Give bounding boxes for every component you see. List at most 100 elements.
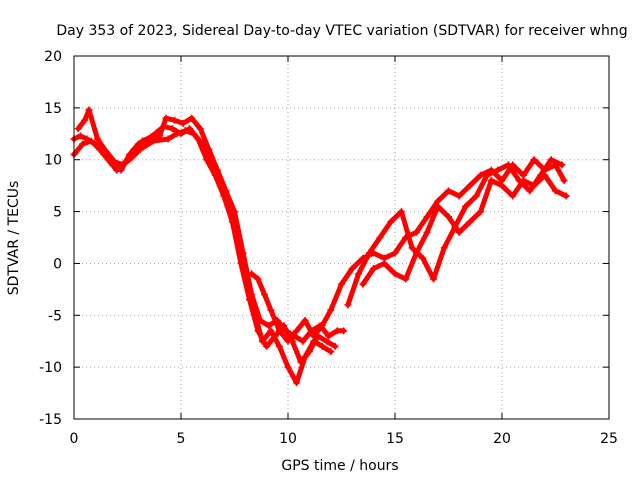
data-point xyxy=(327,348,335,356)
data-point xyxy=(275,327,283,335)
data-point xyxy=(280,322,288,330)
data-point xyxy=(275,342,283,350)
data-point xyxy=(171,116,179,124)
data-point xyxy=(519,176,527,184)
data-point xyxy=(333,327,341,335)
series-trace xyxy=(360,172,569,287)
data-point xyxy=(380,259,388,267)
data-point xyxy=(558,161,566,169)
data-point xyxy=(455,192,463,200)
data-point xyxy=(412,228,420,236)
x-tick-label: 0 xyxy=(70,431,79,447)
series-trace xyxy=(75,107,334,386)
data-point xyxy=(348,265,356,273)
data-point xyxy=(466,218,474,226)
data-point xyxy=(477,208,485,216)
data-point xyxy=(440,244,448,252)
data-point xyxy=(81,116,89,124)
data-point xyxy=(530,182,538,190)
y-tick-label: -15 xyxy=(39,412,62,428)
data-point xyxy=(130,145,138,153)
data-point xyxy=(541,171,549,179)
data-point xyxy=(509,192,517,200)
data-point xyxy=(254,275,262,283)
data-point xyxy=(216,179,224,187)
data-point xyxy=(196,125,204,133)
data-point xyxy=(293,327,301,335)
data-point xyxy=(365,249,373,257)
data-point xyxy=(74,125,82,133)
data-point xyxy=(299,337,307,345)
x-axis-label: GPS time / hours xyxy=(281,458,398,474)
data-point xyxy=(344,301,352,309)
data-point xyxy=(318,322,326,330)
data-point xyxy=(562,192,570,200)
y-tick-label: 10 xyxy=(44,153,62,169)
data-point xyxy=(423,228,431,236)
data-point xyxy=(111,158,119,166)
data-point xyxy=(310,332,318,340)
y-tick-label: 5 xyxy=(53,205,62,221)
data-point xyxy=(164,135,172,143)
data-point xyxy=(173,130,181,138)
data-point xyxy=(284,363,292,371)
data-point xyxy=(231,208,238,216)
data-point xyxy=(207,161,215,169)
data-point xyxy=(179,119,187,127)
data-layer xyxy=(70,106,570,387)
data-point xyxy=(198,140,206,148)
data-point xyxy=(359,280,367,288)
data-point xyxy=(376,234,384,241)
data-point xyxy=(408,244,416,252)
data-point xyxy=(267,327,275,335)
x-tick-label: 20 xyxy=(493,431,511,447)
label-layer: 0 5 10 15 20 25 -15 -10 -5 0 5 10 15 20 xyxy=(39,49,618,447)
data-point xyxy=(370,265,378,273)
data-point xyxy=(338,280,345,288)
data-point xyxy=(149,137,157,145)
data-point xyxy=(267,306,275,314)
data-point xyxy=(79,140,87,148)
data-point xyxy=(76,132,84,140)
data-point xyxy=(430,275,438,283)
data-point xyxy=(412,249,420,257)
data-point xyxy=(85,106,93,114)
data-point xyxy=(462,202,470,210)
data-point xyxy=(162,114,170,122)
data-point xyxy=(552,187,559,195)
data-point xyxy=(355,270,363,278)
data-point xyxy=(547,156,555,164)
data-point xyxy=(284,337,292,345)
data-point xyxy=(526,187,534,195)
data-point xyxy=(318,342,326,350)
data-point xyxy=(188,114,196,122)
data-series-track-e xyxy=(344,156,566,309)
data-point xyxy=(423,213,431,221)
data-point xyxy=(445,187,452,195)
x-tick-label: 10 xyxy=(279,431,297,447)
data-point xyxy=(265,322,273,330)
data-series-track-f xyxy=(359,171,570,288)
data-point xyxy=(331,342,339,350)
data-series-track-c xyxy=(74,106,335,387)
data-point xyxy=(560,176,568,184)
data-point xyxy=(119,161,127,169)
data-series-track-a xyxy=(70,114,348,345)
y-tick-label: 15 xyxy=(44,101,62,117)
data-point xyxy=(494,166,502,174)
data-point xyxy=(340,327,348,335)
data-point xyxy=(248,270,256,278)
grid-layer xyxy=(74,56,609,419)
data-point xyxy=(472,192,480,200)
tick-layer xyxy=(73,55,610,420)
data-point xyxy=(402,275,410,283)
data-point xyxy=(530,156,538,164)
data-point xyxy=(138,137,146,145)
data-point xyxy=(477,171,485,179)
x-tick-label: 25 xyxy=(600,431,618,447)
data-point xyxy=(434,202,442,210)
data-point xyxy=(455,228,463,236)
data-point xyxy=(113,166,121,174)
